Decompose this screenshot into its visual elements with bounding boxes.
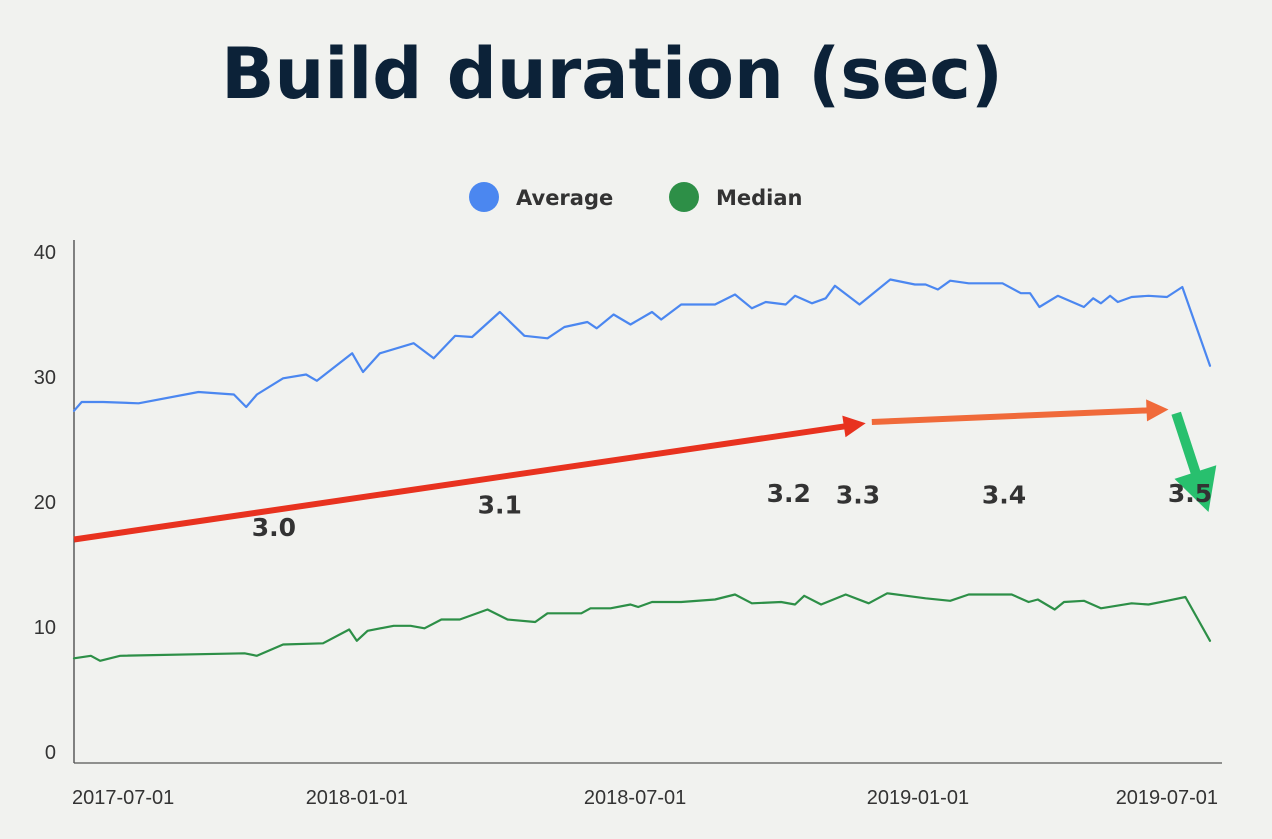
arrow-shaft (1171, 411, 1201, 476)
y-tick-label: 0 (45, 742, 56, 764)
legend-median-swatch (669, 182, 699, 212)
series-line-median (72, 592, 1212, 662)
y-tick-label: 30 (34, 367, 56, 389)
annotation-arrow (871, 399, 1169, 425)
legend-average-label: Average (516, 186, 613, 210)
series-layer (72, 278, 1212, 662)
version-label: 3.5 (1168, 479, 1212, 508)
y-tick-labels: 0 10 20 30 40 (34, 242, 56, 764)
legend-median-label: Median (716, 186, 803, 210)
arrow-head (842, 415, 866, 438)
version-label: 3.0 (252, 513, 296, 542)
x-tick-label: 2018-01-01 (306, 787, 408, 809)
legend-average-swatch (469, 182, 499, 212)
x-tick-label: 2019-01-01 (867, 787, 969, 809)
version-label: 3.3 (836, 480, 880, 509)
annotation-arrow (73, 415, 866, 543)
version-label: 3.1 (478, 490, 522, 519)
x-tick-label: 2018-07-01 (584, 787, 686, 809)
legend: Average Median (469, 182, 803, 212)
y-tick-label: 40 (34, 242, 56, 264)
series-line-average (72, 278, 1212, 412)
x-tick-label: 2017-07-01 (72, 787, 174, 809)
arrow-shaft (73, 423, 847, 543)
axes (73, 240, 1222, 764)
annotation-arrow (1171, 411, 1217, 512)
arrow-head (1174, 465, 1217, 512)
x-tick-labels: 2017-07-01 2018-01-01 2018-07-01 2019-01-01… (72, 787, 1218, 809)
version-label: 3.4 (982, 480, 1026, 509)
version-label: 3.2 (767, 479, 811, 508)
y-tick-label: 10 (34, 617, 56, 639)
arrow-head (1146, 399, 1169, 422)
x-tick-label: 2019-07-01 (1116, 787, 1218, 809)
arrow-shaft (871, 407, 1149, 425)
version-labels: 3.0 3.1 3.2 3.3 3.4 3.5 (252, 479, 1212, 542)
annotation-arrows (73, 399, 1217, 543)
chart-title: Build duration (sec) (221, 33, 1003, 115)
y-tick-label: 20 (34, 492, 56, 514)
